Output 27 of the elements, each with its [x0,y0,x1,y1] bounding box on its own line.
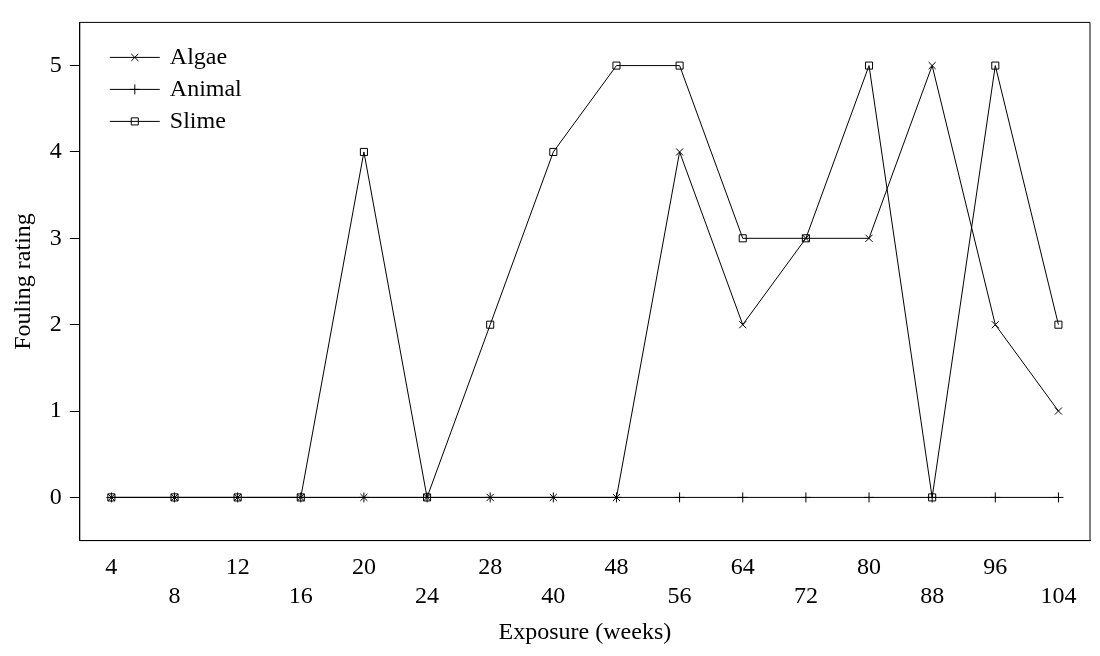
x-tick-label: 16 [288,582,313,609]
legend-label: Slime [169,106,226,133]
x-tick-label: 48 [604,553,629,580]
x-axis-title: Exposure (weeks) [498,617,672,644]
x-tick-label: 104 [1040,582,1077,609]
x-tick-label: 8 [168,582,181,609]
x-tick-label: 20 [351,553,376,580]
legend-label: Algae [169,42,228,69]
x-tick-label: 96 [983,553,1008,580]
x-tick-label: 56 [667,582,692,609]
y-axis-title: Fouling rating [8,213,35,350]
x-tick-label: 28 [478,553,503,580]
x-tick-label: 4 [105,553,118,580]
y-tick-label: 4 [49,137,62,164]
y-tick-label: 5 [49,50,62,77]
x-tick-label: 80 [857,553,882,580]
x-tick-label: 12 [225,553,250,580]
x-tick-label: 72 [793,582,818,609]
x-tick-label: 24 [415,582,440,609]
x-tick-label: 40 [541,582,566,609]
y-tick-label: 1 [49,396,62,423]
legend-label: Animal [169,74,243,101]
x-tick-label: 64 [730,553,755,580]
y-tick-label: 3 [49,223,62,250]
x-tick-label: 88 [920,582,945,609]
y-tick-label: 2 [49,309,62,336]
y-tick-label: 0 [49,482,62,509]
